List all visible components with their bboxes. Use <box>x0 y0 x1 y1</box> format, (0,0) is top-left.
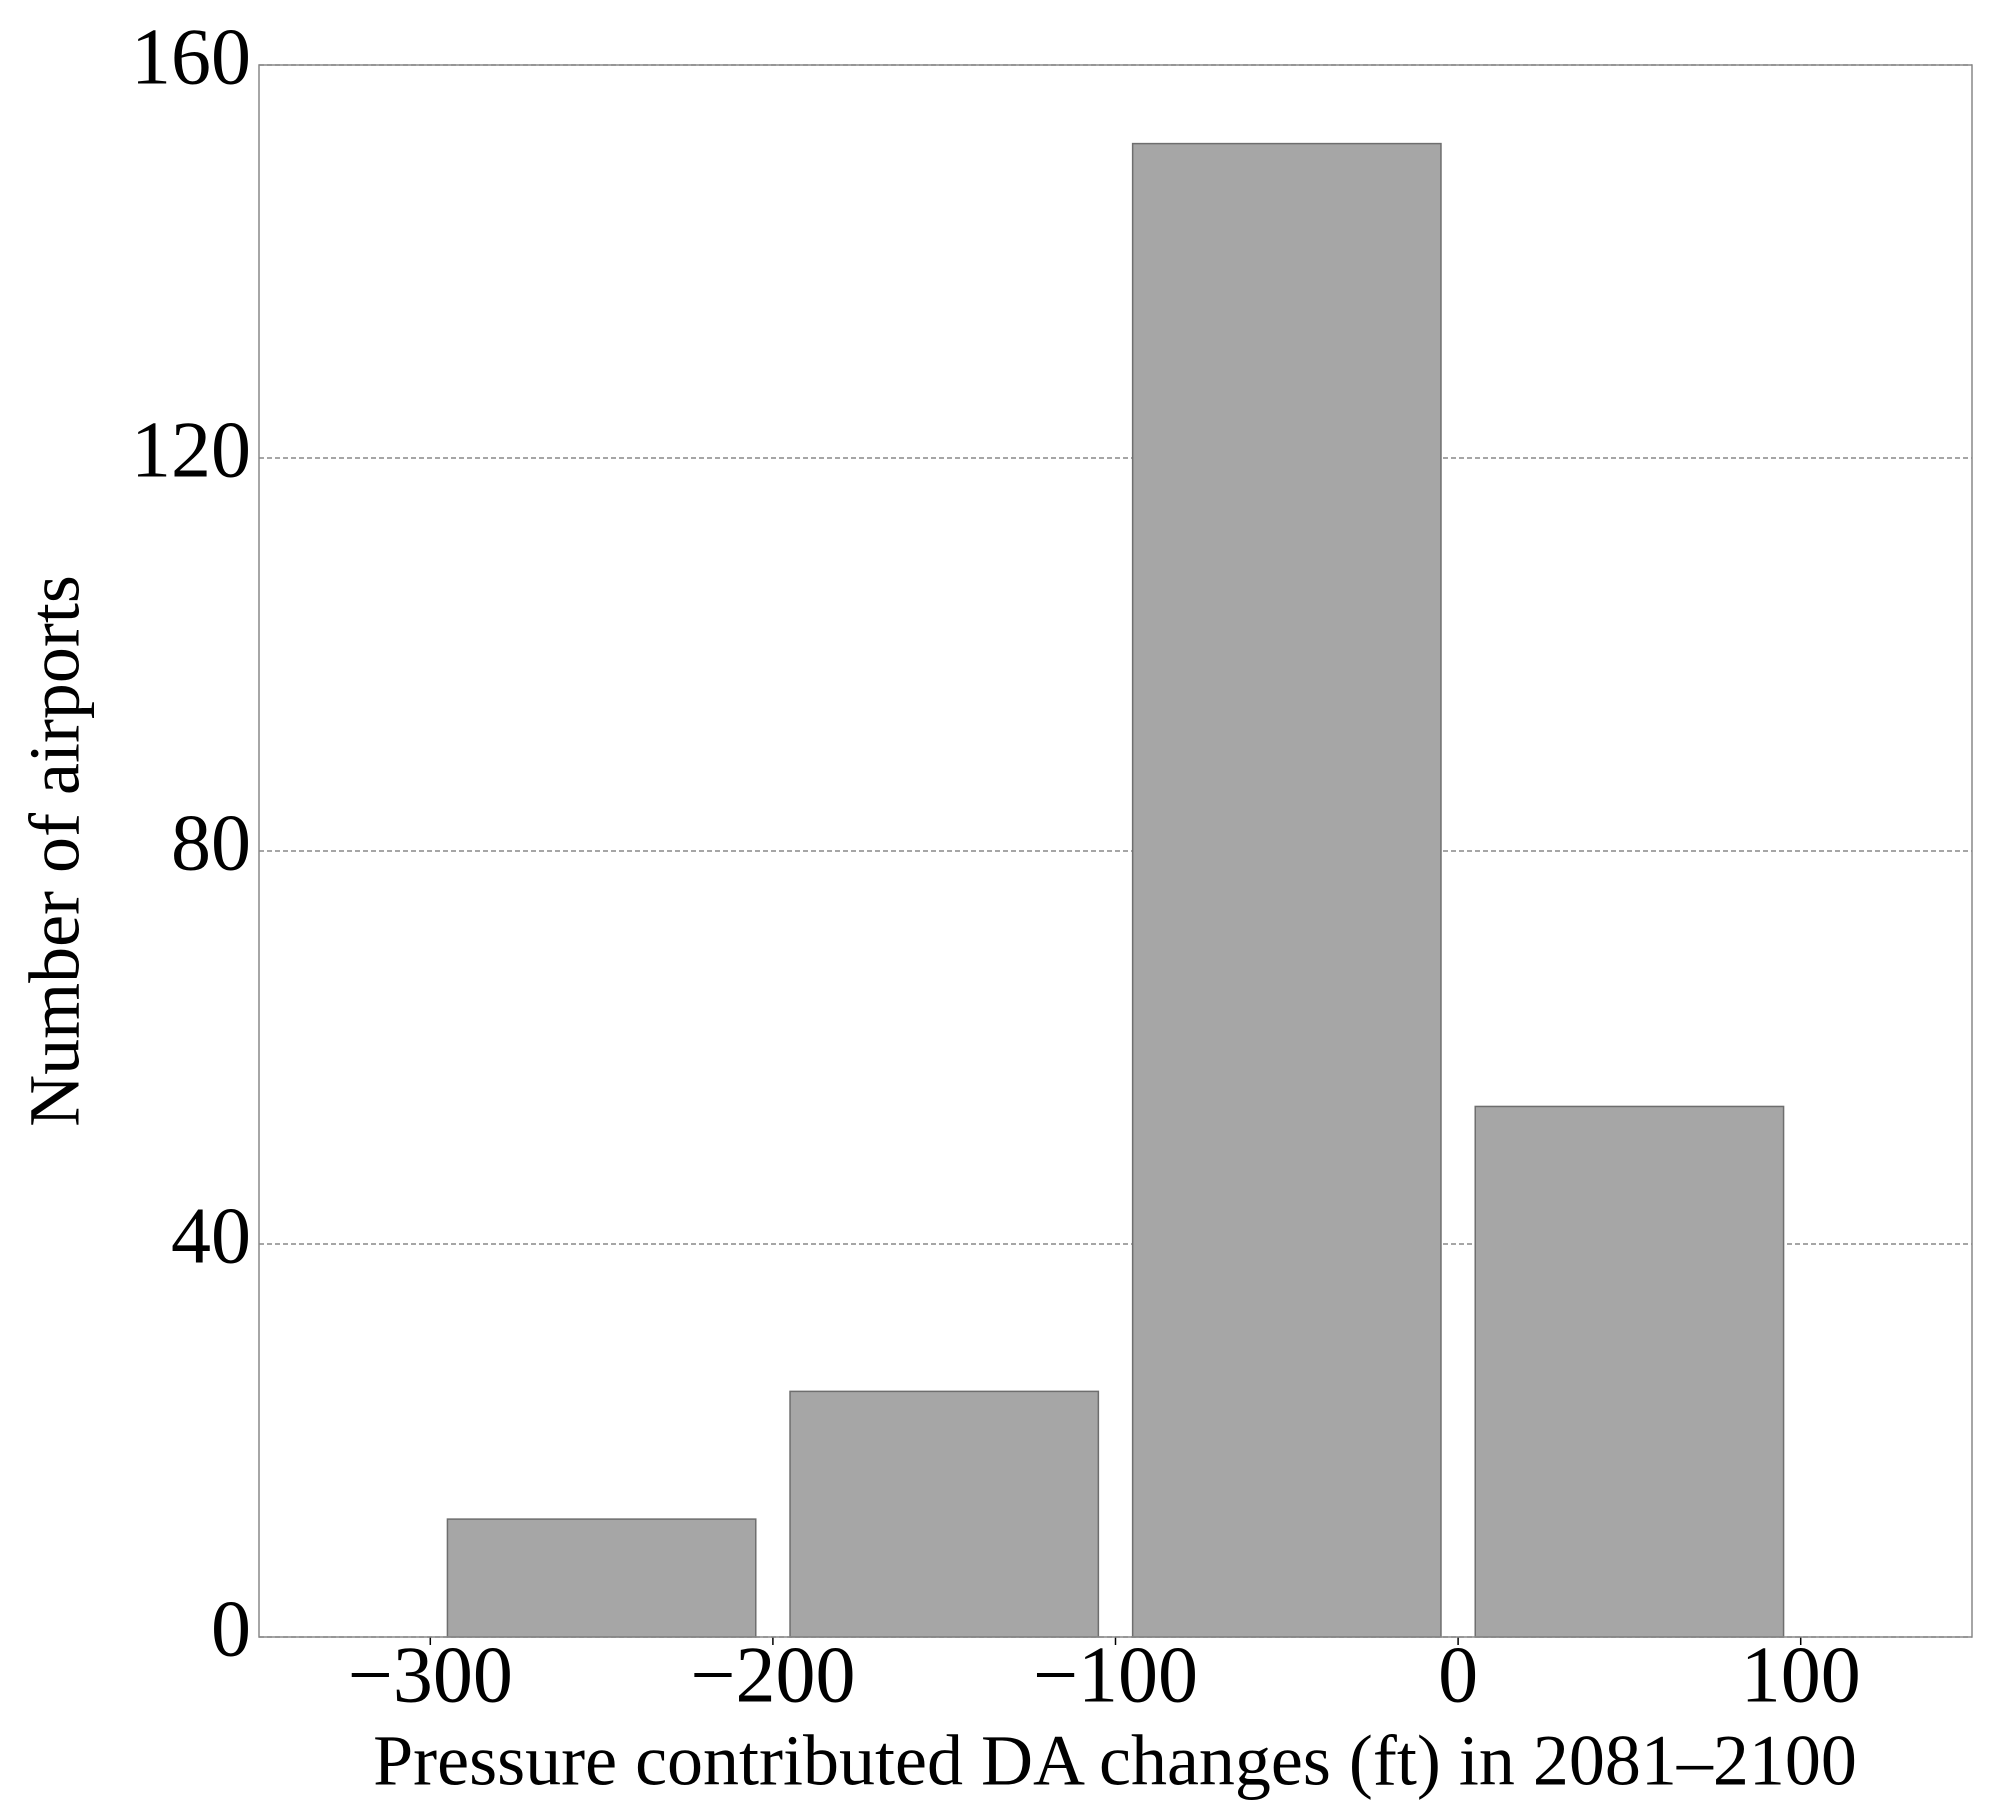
bar <box>1131 142 1442 1638</box>
x-tick-label: 0 <box>1438 1631 1478 1719</box>
y-tick-label: 40 <box>171 1192 251 1280</box>
y-tick-label: 0 <box>211 1585 251 1673</box>
x-axis-label: Pressure contributed DA changes (ft) in … <box>373 1721 1857 1801</box>
bar <box>446 1518 757 1638</box>
x-tick-label: −100 <box>1033 1631 1198 1719</box>
y-tick-label: 80 <box>171 799 251 887</box>
y-axis-label: Number of airports <box>15 575 95 1127</box>
bar <box>1474 1105 1785 1638</box>
bar <box>789 1390 1100 1638</box>
plot-frame <box>258 64 1973 1638</box>
x-tick-label: 100 <box>1741 1631 1861 1719</box>
y-tick-label: 120 <box>131 406 251 494</box>
x-tick-label: −200 <box>690 1631 855 1719</box>
x-tick-label: −300 <box>348 1631 513 1719</box>
y-tick-label: 160 <box>131 13 251 101</box>
